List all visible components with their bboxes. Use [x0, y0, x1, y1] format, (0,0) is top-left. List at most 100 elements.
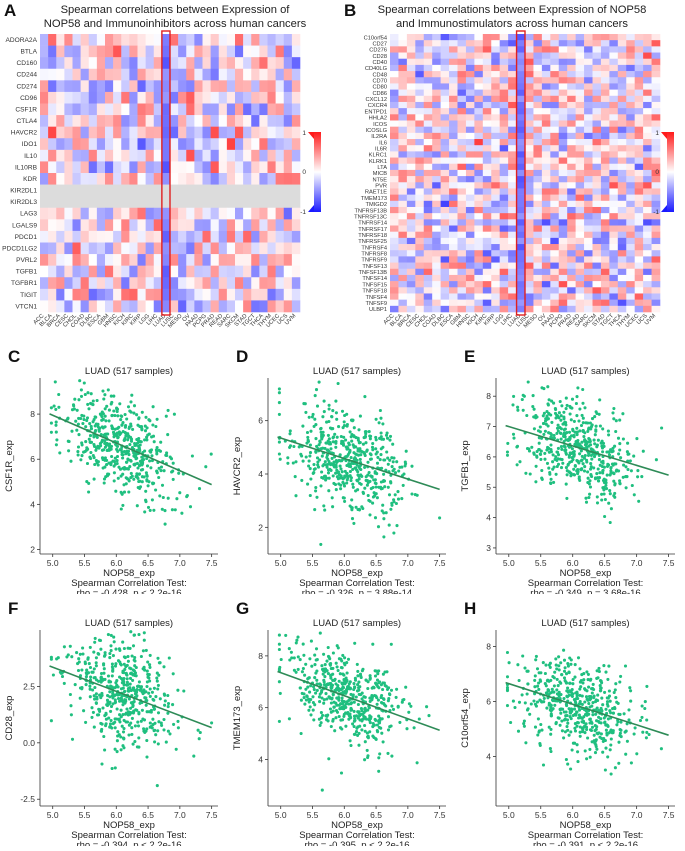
scatter-point [370, 453, 373, 456]
heatmap-cell [194, 219, 202, 231]
heatmap-cell [550, 176, 559, 182]
scatter-point [375, 418, 378, 421]
heatmap-cell [466, 287, 475, 293]
heatmap-cell [500, 102, 509, 108]
scatter-title: LUAD (517 samples) [85, 366, 173, 377]
heatmap-cell [170, 266, 178, 278]
heatmap-cell [567, 207, 576, 213]
scatter-point [336, 665, 339, 668]
heatmap-cell [56, 300, 64, 312]
scatter-point [364, 730, 367, 733]
scatter-point [343, 500, 346, 503]
heatmap-cell [533, 226, 542, 232]
heatmap-cell [390, 226, 399, 232]
scatter-point [90, 706, 93, 709]
heatmap-cell [219, 266, 227, 278]
x-tick-label: 5.0 [503, 558, 515, 568]
heatmap-row-label: KIR2DL3 [10, 199, 37, 206]
scatter-point [86, 403, 89, 406]
scatter-point [583, 457, 586, 460]
panel-letter: F [8, 599, 18, 618]
heatmap-cell [203, 254, 211, 266]
scatter-point [583, 465, 586, 468]
heatmap-cell [626, 250, 635, 256]
scatter-point [99, 444, 102, 447]
x-tick-label: 7.5 [206, 810, 218, 820]
heatmap-cell [449, 65, 458, 71]
scatter-point [578, 479, 581, 482]
heatmap-cell [474, 139, 483, 145]
heatmap-cell [186, 219, 194, 231]
heatmap-cell [441, 127, 450, 133]
heatmap-cell [533, 102, 542, 108]
heatmap-cell [584, 275, 593, 281]
heatmap-cell [449, 226, 458, 232]
heatmap-cell [390, 133, 399, 139]
heatmap-cell [162, 231, 170, 243]
scatter-point [167, 409, 170, 412]
heatmap-cell [203, 104, 211, 116]
scatter-point [339, 467, 342, 470]
heatmap-cell [500, 207, 509, 213]
heatmap-cell [474, 201, 483, 207]
scatter-point [578, 475, 581, 478]
scatter-point [340, 771, 343, 774]
heatmap-cell [424, 201, 433, 207]
scatter-point [108, 656, 111, 659]
heatmap-cell [73, 173, 81, 185]
heatmap-cell [390, 238, 399, 244]
heatmap-cell [89, 266, 97, 278]
scatter-point [140, 655, 143, 658]
scatter-point [130, 688, 133, 691]
scatter-point [613, 483, 616, 486]
scatter-point [530, 446, 533, 449]
scatter-point [540, 469, 543, 472]
heatmap-cell [508, 238, 517, 244]
heatmap-cell [259, 138, 267, 150]
heatmap-cell [643, 256, 652, 262]
heatmap-cell [284, 289, 292, 301]
heatmap-cell [203, 196, 211, 208]
heatmap-cell [211, 254, 219, 266]
heatmap-cell [525, 219, 534, 225]
heatmap-cell [186, 138, 194, 150]
heatmap-cell [458, 164, 467, 170]
heatmap-cell [576, 34, 585, 40]
heatmap-cell [635, 71, 644, 77]
scatter-point [299, 686, 302, 689]
heatmap-cell [219, 138, 227, 150]
heatmap-cell [398, 53, 407, 59]
scatter-point [619, 456, 622, 459]
scatter-point [438, 516, 441, 519]
scatter-point [167, 705, 170, 708]
scatter-point [128, 667, 131, 670]
scatter-point [121, 421, 124, 424]
scatter-point [386, 752, 389, 755]
scatter-point [378, 752, 381, 755]
scatter-point [596, 501, 599, 504]
scatter-point [210, 453, 213, 456]
heatmap-cell [550, 71, 559, 77]
heatmap-cell [415, 263, 424, 269]
heatmap-cell [483, 164, 492, 170]
heatmap-cell [89, 173, 97, 185]
scatter-point [590, 425, 593, 428]
scatter-point [383, 703, 386, 706]
heatmap-cell [432, 293, 441, 299]
heatmap-cell [601, 40, 610, 46]
heatmap-cell [517, 40, 526, 46]
heatmap-cell [89, 57, 97, 69]
scatter-point [97, 425, 100, 428]
heatmap-cell [542, 287, 551, 293]
heatmap-cell [449, 59, 458, 65]
heatmap-cell [432, 71, 441, 77]
scatter-point [168, 656, 171, 659]
heatmap-cell [64, 289, 72, 301]
heatmap-cell [154, 185, 162, 197]
heatmap-cell [89, 231, 97, 243]
heatmap-cell [635, 170, 644, 176]
heatmap-cell [432, 306, 441, 312]
heatmap-cell [56, 161, 64, 173]
scatter-point [145, 438, 148, 441]
